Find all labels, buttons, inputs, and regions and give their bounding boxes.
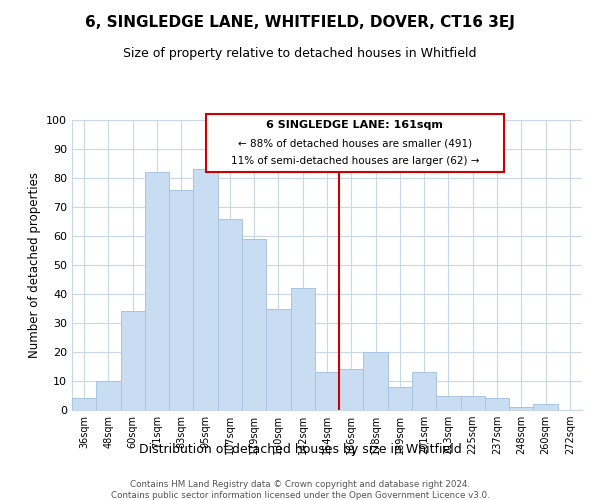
Text: Size of property relative to detached houses in Whitfield: Size of property relative to detached ho… xyxy=(123,48,477,60)
Bar xyxy=(485,398,509,410)
Text: 11% of semi-detached houses are larger (62) →: 11% of semi-detached houses are larger (… xyxy=(230,156,479,166)
Bar xyxy=(436,396,461,410)
Bar xyxy=(266,308,290,410)
Text: Distribution of detached houses by size in Whitfield: Distribution of detached houses by size … xyxy=(139,442,461,456)
Text: 6 SINGLEDGE LANE: 161sqm: 6 SINGLEDGE LANE: 161sqm xyxy=(266,120,443,130)
Bar xyxy=(461,396,485,410)
Bar xyxy=(339,370,364,410)
Bar xyxy=(364,352,388,410)
Bar xyxy=(315,372,339,410)
Bar xyxy=(121,312,145,410)
Bar xyxy=(509,407,533,410)
Bar xyxy=(169,190,193,410)
Bar xyxy=(96,381,121,410)
FancyBboxPatch shape xyxy=(206,114,504,172)
Bar xyxy=(218,218,242,410)
Text: Contains HM Land Registry data © Crown copyright and database right 2024.: Contains HM Land Registry data © Crown c… xyxy=(130,480,470,489)
Bar xyxy=(72,398,96,410)
Bar xyxy=(533,404,558,410)
Text: Contains public sector information licensed under the Open Government Licence v3: Contains public sector information licen… xyxy=(110,491,490,500)
Bar xyxy=(145,172,169,410)
Text: 6, SINGLEDGE LANE, WHITFIELD, DOVER, CT16 3EJ: 6, SINGLEDGE LANE, WHITFIELD, DOVER, CT1… xyxy=(85,15,515,30)
Bar xyxy=(193,170,218,410)
Bar xyxy=(412,372,436,410)
Bar xyxy=(242,239,266,410)
Bar xyxy=(388,387,412,410)
Bar xyxy=(290,288,315,410)
Y-axis label: Number of detached properties: Number of detached properties xyxy=(28,172,41,358)
Text: ← 88% of detached houses are smaller (491): ← 88% of detached houses are smaller (49… xyxy=(238,139,472,149)
